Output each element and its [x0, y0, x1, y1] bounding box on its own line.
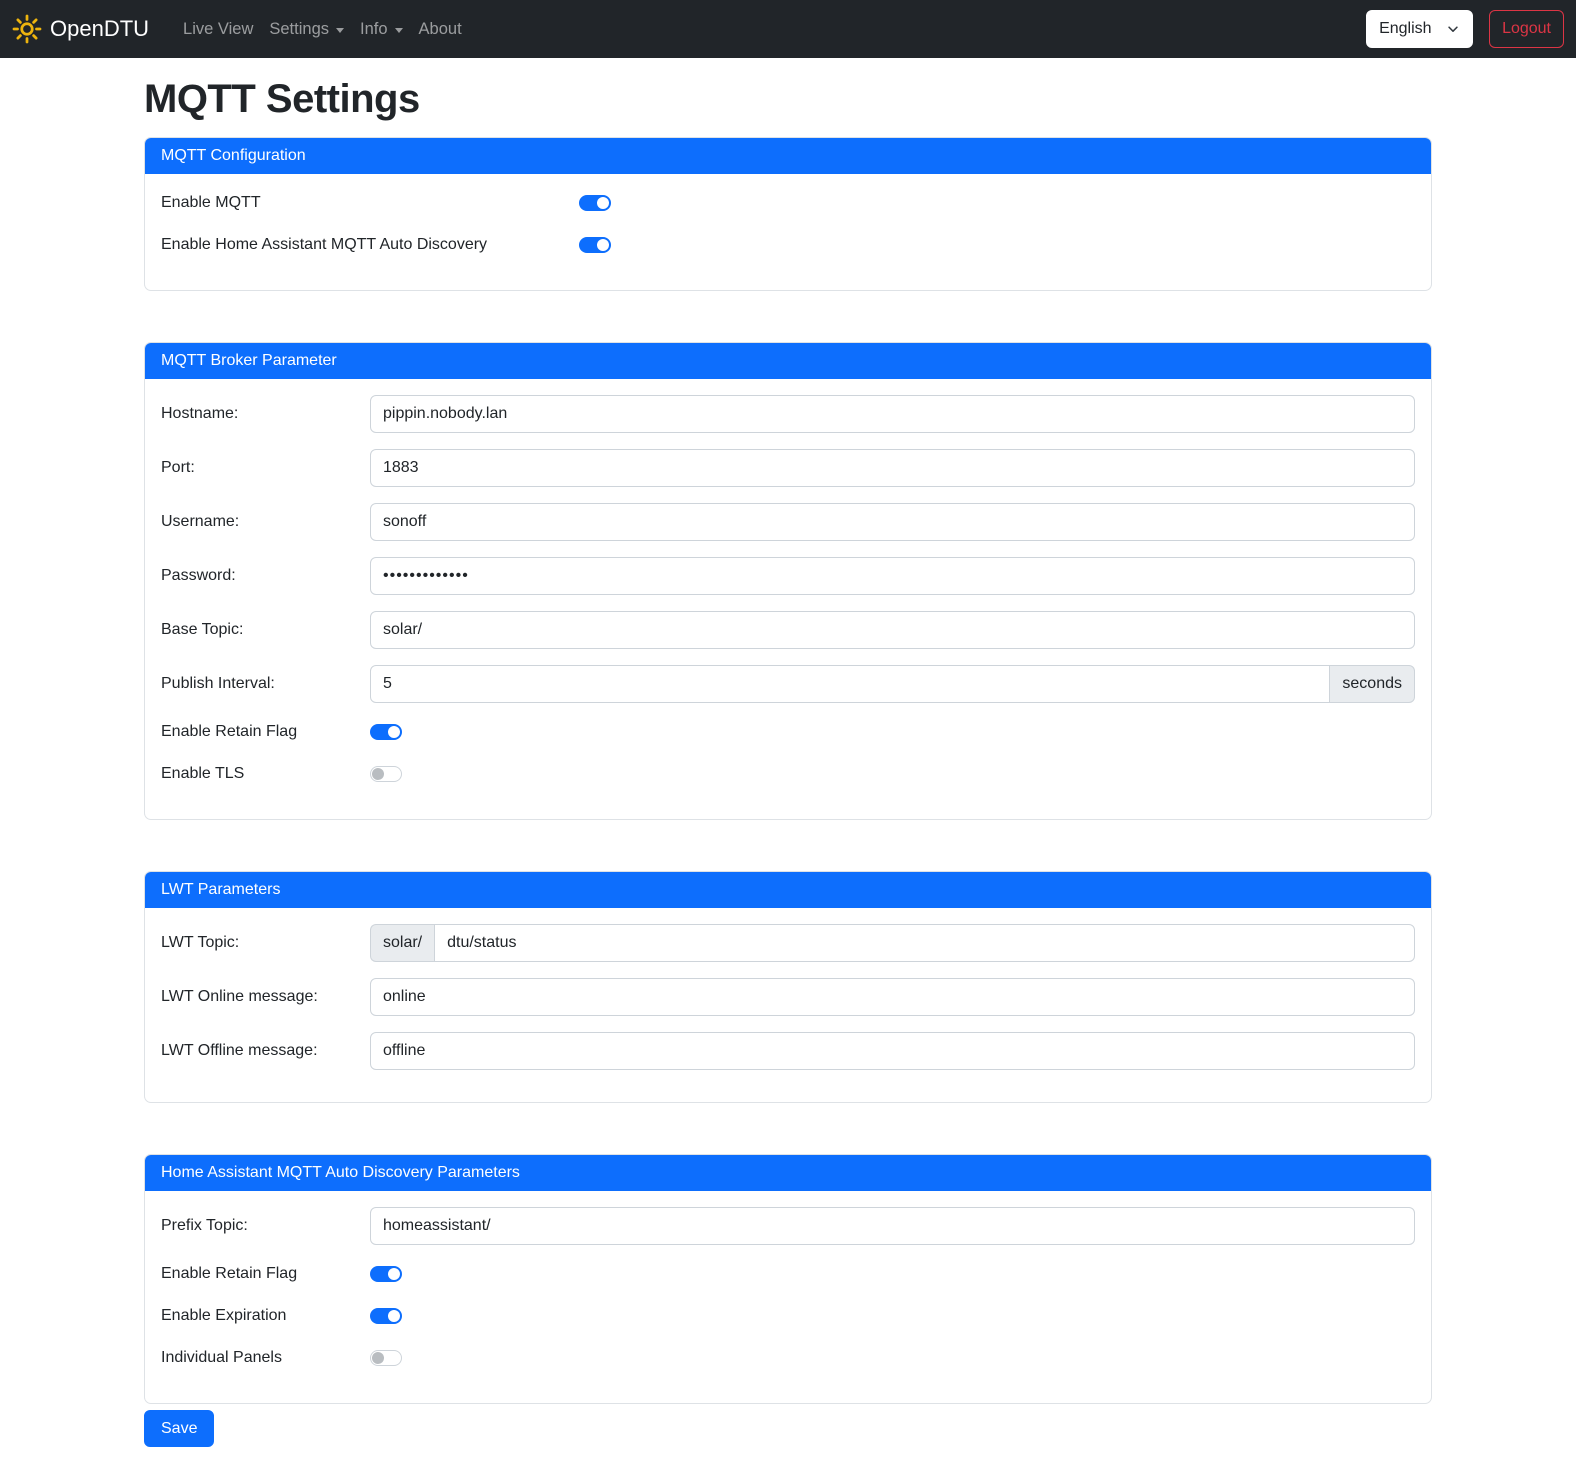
navbar-right: English Logout — [1366, 10, 1564, 48]
hostname-label: Hostname: — [161, 405, 239, 422]
chevron-down-icon — [1446, 22, 1460, 36]
nav-item-about[interactable]: About — [418, 19, 462, 38]
hass-discovery-header: Home Assistant MQTT Auto Discovery Param… — [145, 1155, 1431, 1191]
brand-link[interactable]: OpenDTU — [12, 14, 149, 44]
broker-retain-label: Enable Retain Flag — [161, 723, 298, 740]
save-button[interactable]: Save — [144, 1410, 215, 1447]
hass-retain-label: Enable Retain Flag — [161, 1265, 298, 1282]
enable-hass-discovery-toggle[interactable] — [578, 237, 611, 253]
nav-item-settings[interactable]: Settings — [261, 12, 352, 47]
hass-discovery-card: Home Assistant MQTT Auto Discovery Param… — [144, 1154, 1432, 1404]
mqtt-configuration-card: MQTT Configuration Enable MQTT Enable Ho… — [144, 137, 1432, 291]
nav-links: Live View Settings Info About — [175, 12, 1366, 47]
enable-mqtt-label: Enable MQTT — [161, 194, 261, 211]
lwt-online-label: LWT Online message: — [161, 988, 318, 1005]
username-label: Username: — [161, 513, 240, 530]
lwt-offline-input[interactable] — [369, 1032, 1415, 1070]
lwt-parameters-header: LWT Parameters — [145, 872, 1431, 908]
publish-interval-unit: seconds — [1330, 665, 1415, 703]
individual-panels-label: Individual Panels — [161, 1349, 282, 1366]
nav-item-info[interactable]: Info — [352, 12, 411, 47]
prefix-topic-row: Prefix Topic: — [161, 1207, 1415, 1245]
publish-interval-label: Publish Interval: — [161, 675, 275, 692]
lwt-offline-label: LWT Offline message: — [161, 1042, 318, 1059]
prefix-topic-input[interactable] — [369, 1207, 1415, 1245]
main-container: MQTT Settings MQTT Configuration Enable … — [144, 77, 1432, 1473]
caret-down-icon — [394, 27, 403, 33]
prefix-topic-label: Prefix Topic: — [161, 1217, 248, 1234]
publish-interval-input[interactable] — [369, 665, 1331, 703]
nav-item-live-view[interactable]: Live View — [183, 19, 254, 38]
lwt-online-input[interactable] — [369, 978, 1415, 1016]
publish-interval-row: Publish Interval: seconds — [161, 665, 1415, 703]
enable-mqtt-row: Enable MQTT — [161, 190, 1415, 216]
mqtt-configuration-header: MQTT Configuration — [145, 138, 1431, 174]
username-input[interactable] — [369, 503, 1415, 541]
logout-button[interactable]: Logout — [1489, 10, 1564, 48]
hass-retain-toggle[interactable] — [369, 1266, 402, 1282]
sun-icon — [12, 14, 42, 44]
individual-panels-row: Individual Panels — [161, 1345, 1415, 1371]
enable-hass-discovery-row: Enable Home Assistant MQTT Auto Discover… — [161, 232, 1415, 258]
base-topic-label: Base Topic: — [161, 621, 244, 638]
port-input[interactable] — [369, 449, 1415, 487]
language-select[interactable]: English — [1366, 10, 1474, 48]
language-select-value: English — [1379, 20, 1432, 37]
lwt-topic-row: LWT Topic: solar/ — [161, 924, 1415, 962]
username-row: Username: — [161, 503, 1415, 541]
port-label: Port: — [161, 459, 195, 476]
enable-mqtt-toggle[interactable] — [578, 195, 611, 211]
lwt-topic-label: LWT Topic: — [161, 934, 240, 951]
broker-retain-toggle[interactable] — [369, 724, 402, 740]
broker-parameter-card: MQTT Broker Parameter Hostname: Port: Us… — [144, 342, 1432, 820]
enable-hass-discovery-label: Enable Home Assistant MQTT Auto Discover… — [161, 236, 488, 253]
enable-expiration-toggle[interactable] — [369, 1308, 402, 1324]
password-row: Password: — [161, 557, 1415, 595]
lwt-topic-input[interactable] — [434, 924, 1415, 962]
enable-expiration-row: Enable Expiration — [161, 1303, 1415, 1329]
enable-expiration-label: Enable Expiration — [161, 1307, 287, 1324]
hostname-input[interactable] — [369, 395, 1415, 433]
top-navbar: OpenDTU Live View Settings Info About En… — [0, 0, 1576, 58]
enable-tls-label: Enable TLS — [161, 765, 245, 782]
lwt-topic-prefix: solar/ — [369, 924, 435, 962]
lwt-parameters-card: LWT Parameters LWT Topic: solar/ LWT Onl… — [144, 871, 1432, 1103]
broker-parameter-header: MQTT Broker Parameter — [145, 343, 1431, 379]
enable-tls-toggle[interactable] — [369, 766, 402, 782]
brand-label: OpenDTU — [50, 16, 150, 41]
caret-down-icon — [336, 27, 344, 33]
password-input[interactable] — [369, 557, 1415, 595]
base-topic-row: Base Topic: — [161, 611, 1415, 649]
password-label: Password: — [161, 567, 236, 584]
hostname-row: Hostname: — [161, 395, 1415, 433]
enable-tls-row: Enable TLS — [161, 761, 1415, 787]
individual-panels-toggle[interactable] — [369, 1350, 402, 1366]
hass-retain-row: Enable Retain Flag — [161, 1261, 1415, 1287]
lwt-online-row: LWT Online message: — [161, 978, 1415, 1016]
port-row: Port: — [161, 449, 1415, 487]
broker-retain-row: Enable Retain Flag — [161, 719, 1415, 745]
base-topic-input[interactable] — [369, 611, 1415, 649]
page-title: MQTT Settings — [144, 77, 420, 121]
lwt-offline-row: LWT Offline message: — [161, 1032, 1415, 1070]
